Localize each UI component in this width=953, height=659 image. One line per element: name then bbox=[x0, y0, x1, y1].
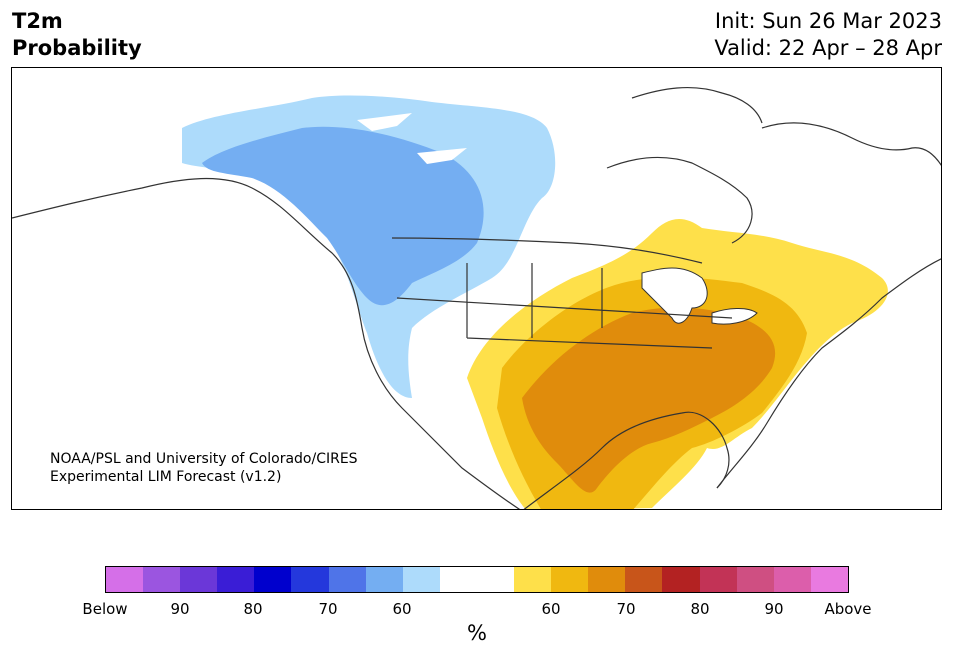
colorbar bbox=[105, 566, 849, 593]
forecast-map bbox=[12, 86, 941, 509]
credit-line-1: NOAA/PSL and University of Colorado/CIRE… bbox=[50, 451, 358, 467]
colorbar-bin bbox=[402, 567, 440, 592]
forecast-dates: Init: Sun 26 Mar 2023 Valid: 22 Apr – 28… bbox=[714, 8, 942, 62]
colorbar-bin bbox=[439, 567, 477, 592]
colorbar-tick-label: 60 bbox=[541, 600, 561, 618]
colorbar-tick-label: 70 bbox=[616, 600, 636, 618]
colorbar-tick-label: Below bbox=[82, 600, 128, 618]
above-70b-region bbox=[522, 307, 776, 493]
colorbar-tick-label: 70 bbox=[318, 600, 338, 618]
colorbar-bin bbox=[662, 567, 700, 592]
init-date: Init: Sun 26 Mar 2023 bbox=[714, 9, 942, 33]
title-line-type: Probability bbox=[12, 36, 142, 60]
map-panel: NOAA/PSL and University of Colorado/CIRE… bbox=[11, 67, 942, 510]
colorbar-tick-label: Above bbox=[824, 600, 872, 618]
colorbar-bin bbox=[254, 567, 292, 592]
colorbar-tick-label: 60 bbox=[392, 600, 412, 618]
credit-line-2: Experimental LIM Forecast (v1.2) bbox=[50, 469, 282, 485]
colorbar-tick-label: 90 bbox=[764, 600, 784, 618]
colorbar-bin bbox=[217, 567, 255, 592]
colorbar-bin bbox=[588, 567, 626, 592]
colorbar-bin bbox=[773, 567, 811, 592]
valid-range: Valid: 22 Apr – 28 Apr bbox=[714, 36, 942, 60]
colorbar-bin bbox=[551, 567, 589, 592]
colorbar-tick-label: 90 bbox=[170, 600, 190, 618]
colorbar-bin bbox=[106, 567, 144, 592]
lake-shape bbox=[357, 113, 412, 131]
colorbar-bin bbox=[514, 567, 552, 592]
colorbar-tick-label: 80 bbox=[243, 600, 263, 618]
colorbar-bin bbox=[328, 567, 366, 592]
map-title: T2m Probability bbox=[12, 8, 142, 62]
colorbar-bin bbox=[476, 567, 515, 592]
colorbar-bin bbox=[180, 567, 218, 592]
map-credit: NOAA/PSL and University of Colorado/CIRE… bbox=[50, 450, 358, 486]
title-line-variable: T2m bbox=[12, 9, 63, 33]
great-lakes bbox=[711, 308, 758, 325]
colorbar-bin bbox=[736, 567, 774, 592]
colorbar-unit: % bbox=[467, 621, 487, 645]
colorbar-bin bbox=[699, 567, 737, 592]
lake-shape bbox=[417, 148, 467, 164]
great-lakes bbox=[641, 267, 708, 324]
colorbar-bin bbox=[625, 567, 663, 592]
colorbar-bin bbox=[143, 567, 181, 592]
colorbar-bin bbox=[365, 567, 403, 592]
colorbar-bin bbox=[810, 567, 848, 592]
colorbar-tick-label: 80 bbox=[690, 600, 710, 618]
coastlines bbox=[12, 86, 941, 509]
below-70-region bbox=[202, 126, 484, 306]
colorbar-bin bbox=[291, 567, 329, 592]
